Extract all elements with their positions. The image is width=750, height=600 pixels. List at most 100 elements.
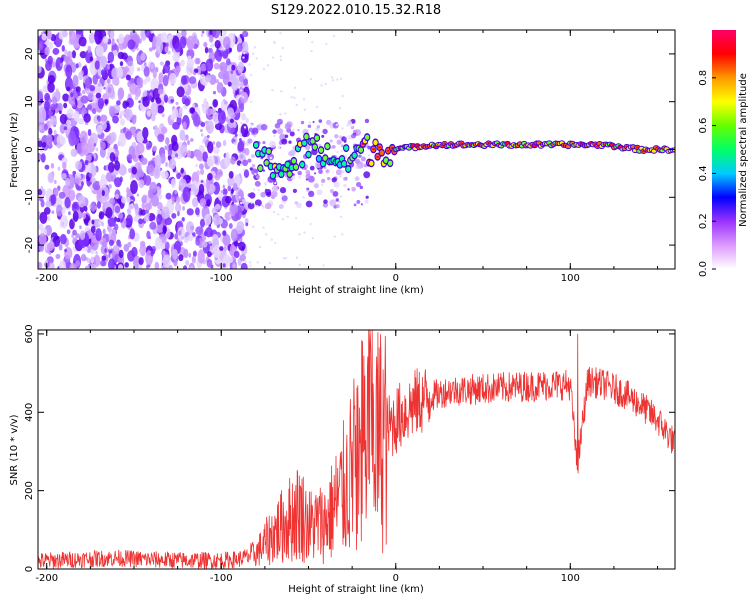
heatmap-cell — [183, 265, 188, 269]
heatmap-cell — [99, 55, 108, 68]
heatmap-cell — [146, 264, 149, 269]
heatmap-cell — [260, 123, 268, 131]
heatmap-cell — [86, 104, 93, 111]
heatmap-cell — [250, 201, 253, 204]
heatmap-cell — [117, 264, 124, 269]
heatmap-cell — [305, 178, 309, 181]
heatmap-cell — [250, 154, 255, 158]
heatmap-cell — [352, 129, 357, 134]
heatmap-cell — [298, 233, 301, 236]
heatmap-cell — [230, 77, 240, 91]
heatmap-cell — [201, 240, 208, 248]
heatmap-cell — [212, 99, 219, 108]
heatmap-cell — [121, 196, 127, 204]
heatmap-cell — [212, 90, 217, 95]
heatmap-cell — [264, 160, 269, 166]
heatmap-cell — [288, 140, 292, 144]
heatmap-cell — [45, 200, 52, 209]
heatmap-cell — [98, 83, 101, 87]
heatmap-cell — [227, 185, 232, 192]
x-tick-label: -100 — [210, 573, 233, 584]
heatmap-cell — [138, 171, 142, 177]
heatmap-cell — [155, 39, 163, 54]
heatmap-cell — [241, 96, 245, 99]
heatmap-cell — [75, 63, 79, 69]
heatmap-cell — [180, 167, 184, 174]
heatmap-cell — [92, 94, 97, 104]
heatmap-cell — [365, 195, 369, 199]
heatmap-cell — [252, 52, 255, 56]
x-tick-label: 0 — [393, 573, 399, 584]
heatmap-cell — [165, 162, 168, 167]
heatmap-cell — [206, 120, 214, 134]
heatmap-cell — [237, 35, 241, 38]
heatmap-cell — [50, 194, 57, 205]
heatmap-cell — [360, 203, 363, 206]
heatmap-cell — [90, 256, 95, 264]
heatmap-cell — [332, 191, 339, 197]
heatmap-cell — [195, 188, 199, 192]
heatmap-cell — [85, 247, 88, 251]
heatmap-cell — [78, 36, 87, 47]
heatmap-cell — [73, 110, 80, 122]
colorbar: 0.0 0.2 0.4 0.6 0.8 Normalized spectral ampl… — [698, 30, 749, 277]
heatmap-cell — [255, 174, 261, 179]
heatmap-cell — [39, 211, 48, 224]
heatmap-cell — [251, 163, 256, 168]
heatmap-cell — [266, 148, 271, 154]
heatmap-cell — [175, 65, 181, 74]
heatmap-cell — [143, 61, 147, 67]
heatmap-cell — [51, 210, 55, 214]
heatmap-cell — [222, 188, 228, 196]
heatmap-cell — [254, 180, 261, 187]
heatmap-cell — [207, 141, 214, 154]
heatmap-cell — [331, 79, 335, 82]
heatmap-cell — [364, 199, 369, 204]
heatmap-cell — [264, 188, 268, 192]
heatmap-cell — [183, 136, 187, 142]
heatmap-cell — [149, 181, 158, 193]
heatmap-cell — [300, 120, 305, 125]
heatmap-cell — [93, 143, 97, 147]
heatmap-cell — [300, 161, 305, 168]
heatmap-cell — [232, 182, 238, 192]
heatmap-cell — [237, 240, 241, 244]
heatmap-cell — [83, 162, 92, 174]
heatmap-cell — [358, 154, 362, 158]
heatmap-cell — [44, 92, 51, 102]
heatmap-cell — [127, 241, 132, 248]
heatmap-cell — [127, 39, 136, 50]
colorbar-gradient — [712, 30, 736, 269]
heatmap-cell — [105, 135, 112, 142]
heatmap-cell — [254, 169, 258, 173]
heatmap-cell — [291, 158, 297, 164]
heatmap-cell — [257, 189, 260, 192]
heatmap-cell — [308, 121, 312, 124]
heatmap-cell — [222, 230, 227, 237]
heatmap-cell — [293, 96, 296, 100]
heatmap-cell — [84, 265, 91, 269]
heatmap-cell — [348, 121, 353, 126]
heatmap-cell — [140, 30, 145, 39]
heatmap-cell — [200, 128, 203, 133]
heatmap-cell — [98, 178, 108, 188]
heatmap-cell — [204, 213, 212, 226]
spectrogram-ylabel: Frequency (Hz) — [9, 112, 20, 188]
heatmap-cell — [41, 188, 46, 197]
heatmap-cell — [138, 155, 142, 159]
heatmap-cell — [140, 209, 146, 216]
heatmap-cell — [227, 176, 236, 187]
heatmap-cell — [198, 183, 205, 195]
heatmap-cell — [181, 217, 185, 222]
heatmap-cell — [212, 30, 221, 39]
heatmap-cell — [160, 32, 169, 45]
heatmap-cell — [79, 50, 87, 59]
heatmap-cell — [248, 127, 254, 133]
heatmap-cell — [84, 205, 88, 212]
heatmap-cell — [212, 141, 216, 145]
heatmap-cell — [195, 57, 201, 65]
heatmap-cell — [44, 123, 48, 131]
heatmap-cell — [243, 126, 247, 129]
heatmap-cell — [91, 107, 97, 115]
heatmap-cell — [59, 233, 67, 245]
